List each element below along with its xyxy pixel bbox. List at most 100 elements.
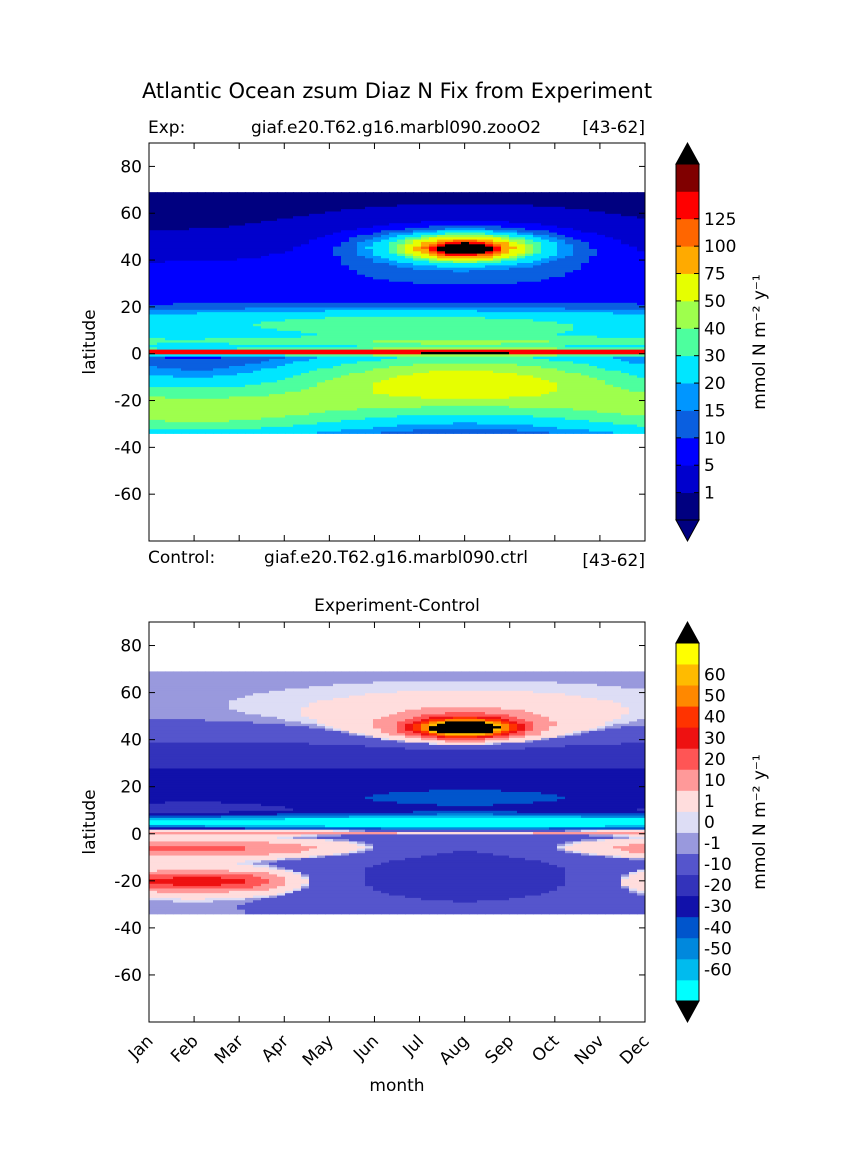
contour-cell — [205, 262, 214, 266]
contour-cell — [237, 285, 246, 289]
contour-cell — [277, 426, 286, 430]
contour-cell — [501, 391, 510, 395]
contour-cell — [429, 281, 438, 285]
contour-cell — [157, 271, 166, 275]
contour-cell — [261, 215, 270, 219]
contour-cell — [349, 222, 358, 226]
contour-cell — [477, 327, 486, 331]
contour-cell — [517, 414, 526, 418]
contour-cell — [509, 264, 518, 268]
contour-cell — [149, 311, 158, 315]
contour-cell — [349, 388, 358, 392]
contour-cell — [509, 290, 518, 294]
contour-cell — [485, 253, 494, 256]
contour-cell — [221, 349, 230, 352]
contour-cell — [461, 241, 470, 245]
contour-cell — [469, 332, 478, 336]
contour-cell — [317, 353, 326, 357]
contour-cell — [373, 278, 382, 282]
contour-cell — [477, 405, 486, 409]
contour-cell — [365, 290, 374, 294]
contour-cell — [293, 276, 302, 280]
contour-cell — [205, 407, 214, 411]
contour-cell — [181, 238, 190, 242]
contour-cell — [405, 374, 414, 378]
contour-cell — [325, 363, 334, 367]
contour-cell — [293, 360, 302, 364]
contour-cell — [301, 430, 310, 434]
contour-cell — [309, 409, 318, 413]
contour-cell — [461, 384, 470, 388]
contour-cell — [205, 339, 214, 343]
contour-cell — [213, 388, 222, 392]
contour-cell — [197, 210, 206, 214]
contour-cell — [301, 327, 310, 331]
contour-cell — [309, 295, 318, 299]
contour-cell — [357, 278, 366, 282]
contour-cell — [181, 351, 190, 355]
contour-cell — [205, 381, 214, 385]
contour-cell — [333, 299, 342, 303]
contour-cell — [261, 283, 270, 287]
contour-cell — [221, 334, 230, 338]
contour-cell — [365, 206, 374, 210]
contour-cell — [205, 402, 214, 406]
contour-cell — [229, 313, 238, 317]
contour-cell — [437, 241, 446, 245]
contour-cell — [277, 264, 286, 268]
contour-cell — [389, 253, 398, 256]
contour-cell — [261, 363, 270, 367]
contour-cell — [501, 238, 510, 242]
contour-cell — [333, 334, 342, 338]
contour-cell — [429, 278, 438, 282]
contour-cell — [317, 276, 326, 280]
contour-cell — [333, 320, 342, 324]
contour-cell — [381, 363, 390, 367]
contour-cell — [397, 231, 406, 235]
contour-cell — [421, 285, 430, 289]
contour-cell — [493, 220, 502, 224]
contour-cell — [341, 356, 350, 359]
contour-cell — [389, 400, 398, 404]
contour-cell — [213, 372, 222, 376]
contour-cell — [333, 246, 342, 249]
contour-cell — [525, 400, 534, 404]
contour-cell — [493, 318, 502, 322]
contour-cell — [341, 421, 350, 425]
contour-cell — [333, 234, 342, 238]
contour-cell — [421, 304, 430, 308]
contour-cell — [333, 395, 342, 399]
contour-cell — [405, 386, 414, 390]
contour-cell — [501, 363, 510, 367]
contour-cell — [509, 241, 518, 245]
contour-cell — [157, 231, 166, 235]
contour-cell — [269, 402, 278, 406]
contour-cell — [333, 269, 342, 273]
contour-cell — [309, 320, 318, 324]
contour-cell — [461, 370, 470, 374]
contour-cell — [237, 299, 246, 303]
contour-cell — [189, 227, 198, 231]
contour-cell — [477, 255, 486, 259]
contour-cell — [421, 210, 430, 214]
contour-cell — [357, 423, 366, 427]
contour-cell — [269, 423, 278, 427]
contour-cell — [453, 192, 462, 196]
contour-cell — [501, 372, 510, 376]
contour-cell — [365, 297, 374, 301]
contour-cell — [421, 288, 430, 292]
contour-cell — [221, 374, 230, 378]
contour-cell — [213, 428, 222, 432]
contour-cell — [477, 217, 486, 221]
contour-cell — [437, 419, 446, 423]
contour-cell — [317, 234, 326, 238]
contour-cell — [429, 257, 438, 261]
contour-cell — [229, 395, 238, 399]
contour-cell — [261, 391, 270, 395]
contour-cell — [413, 318, 422, 322]
contour-cell — [389, 346, 398, 350]
contour-cell — [285, 297, 294, 301]
contour-cell — [165, 358, 174, 362]
contour-cell — [437, 217, 446, 221]
contour-cell — [149, 264, 158, 268]
